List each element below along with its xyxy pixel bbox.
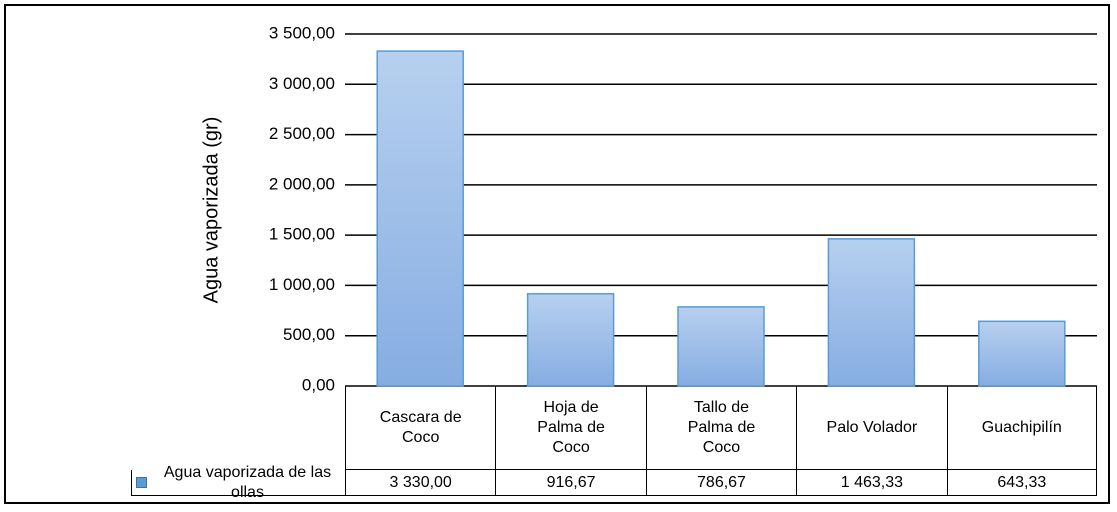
x-tick-label-text: Cascara de Coco [379,408,462,446]
legend-label: Agua vaporizada de las ollas [163,463,332,501]
x-tick-label-text: Palo Volador [826,418,918,436]
data-table-value-text: 643,33 [997,473,1047,491]
x-tick-label-text: Hoja de Palma de Coco [537,398,605,456]
data-table-value-text: 916,67 [546,473,596,491]
data-table-value: 786,67 [645,470,797,496]
y-tick-label: 3 500,00 [269,23,335,42]
x-tick-label: Palo Volador [796,386,947,470]
y-tick-label: 1 000,00 [269,275,335,294]
bar [526,293,615,387]
bar [978,320,1066,387]
x-tick-label: Guachipilín [946,386,1097,470]
y-tick-label: 0,00 [302,375,335,394]
legend-cell: Agua vaporizada de las ollas [131,464,345,501]
y-tick-label: 2 500,00 [269,124,335,143]
y-tick-label: 2 000,00 [269,174,335,193]
x-tick-label: Cascara de Coco [345,386,496,470]
bar [376,50,464,387]
data-table-value-text: 3 330,00 [389,473,452,491]
bar [827,238,916,387]
bar [677,306,765,387]
data-table-value: 916,67 [495,470,646,496]
data-table-value-text: 786,67 [697,473,746,491]
x-tick-label: Hoja de Palma de Coco [495,386,646,470]
x-tick-label-text: Tallo de Palma de Coco [687,398,756,456]
data-table-value: 643,33 [946,470,1097,496]
x-tick-label: Tallo de Palma de Coco [645,386,797,470]
data-table-value: 1 463,33 [796,470,947,496]
data-table-value: 3 330,00 [345,470,496,496]
x-tick-label-text: Guachipilín [981,418,1062,436]
y-tick-label: 1 500,00 [269,225,335,244]
data-table-value-text: 1 463,33 [840,473,904,491]
y-tick-label: 3 000,00 [269,74,335,93]
y-axis-label: Agua vaporizada (gr) [200,117,222,304]
y-tick-label: 500,00 [283,325,335,344]
chart-frame [4,4,1110,504]
legend-swatch [136,477,147,488]
